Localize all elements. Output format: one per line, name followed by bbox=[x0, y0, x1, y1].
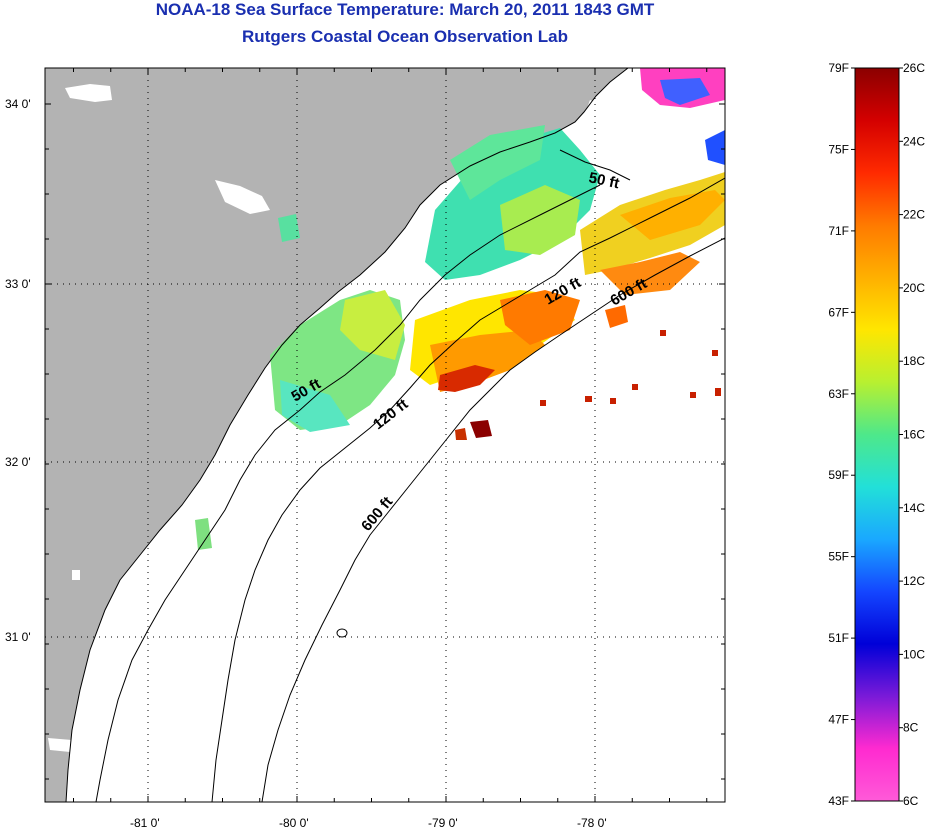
map-frame bbox=[44, 67, 726, 803]
colorbar-c-label: 16C bbox=[903, 428, 925, 442]
colorbar-f-label: 71F bbox=[828, 224, 849, 238]
land-mass bbox=[45, 68, 628, 802]
seamount-contour bbox=[336, 628, 348, 638]
colorbar-c-label: 20C bbox=[903, 281, 925, 295]
longitude-axis: -81 0' -80 0' -79 0' -78 0' bbox=[73, 68, 708, 830]
colorbar-c-label: 22C bbox=[903, 208, 925, 222]
lon-label-80: -80 0' bbox=[279, 816, 309, 830]
colorbar-f-label: 55F bbox=[828, 550, 849, 564]
isobath-50ft bbox=[95, 149, 631, 802]
lat-label-31: 31 0' bbox=[5, 630, 31, 644]
colorbar-f-label: 47F bbox=[828, 713, 849, 727]
cloud-mask bbox=[48, 84, 270, 752]
sst-data-layer bbox=[195, 68, 725, 550]
colorbar-c-label: 12C bbox=[903, 574, 925, 588]
colorbar-c-label: 14C bbox=[903, 501, 925, 515]
lon-label-81: -81 0' bbox=[130, 816, 160, 830]
lat-label-32: 32 0' bbox=[5, 455, 31, 469]
graticule bbox=[45, 68, 725, 802]
colorbar-f-label: 67F bbox=[828, 305, 849, 319]
colorbar-c-label: 8C bbox=[903, 721, 919, 735]
lon-label-78: -78 0' bbox=[577, 816, 607, 830]
contour-label-50ft-north: 50 ft bbox=[587, 169, 621, 192]
colorbar-f-label: 75F bbox=[828, 142, 849, 156]
colorbar-f-label: 43F bbox=[828, 794, 849, 808]
colorbar: 79F 75F 71F 67F 63F 59F 55F 51F 47F 43F 26C 24C 22C… bbox=[828, 61, 925, 808]
lat-label-34: 34 0' bbox=[5, 97, 31, 111]
colorbar-c-label: 26C bbox=[903, 61, 925, 75]
map-subtitle: Rutgers Coastal Ocean Observation Lab bbox=[242, 27, 568, 46]
colorbar-f-label: 51F bbox=[828, 631, 849, 645]
isobath-600ft bbox=[261, 237, 725, 802]
isobath-120ft bbox=[211, 177, 725, 802]
colorbar-f-label: 79F bbox=[828, 61, 849, 75]
colorbar-c-label: 24C bbox=[903, 134, 925, 148]
colorbar-c-label: 10C bbox=[903, 647, 925, 661]
coastline bbox=[65, 68, 629, 802]
colorbar-c-label: 18C bbox=[903, 354, 925, 368]
latitude-axis: 34 0' 33 0' 32 0' 31 0' bbox=[5, 97, 725, 780]
colorbar-f-label: 59F bbox=[828, 468, 849, 482]
lat-label-33: 33 0' bbox=[5, 277, 31, 291]
lon-label-79: -79 0' bbox=[428, 816, 458, 830]
colorbar-f-label: 63F bbox=[828, 387, 849, 401]
colorbar-c-label: 6C bbox=[903, 794, 919, 808]
colorbar-gradient bbox=[854, 67, 900, 802]
map-title: NOAA-18 Sea Surface Temperature: March 2… bbox=[155, 0, 655, 19]
